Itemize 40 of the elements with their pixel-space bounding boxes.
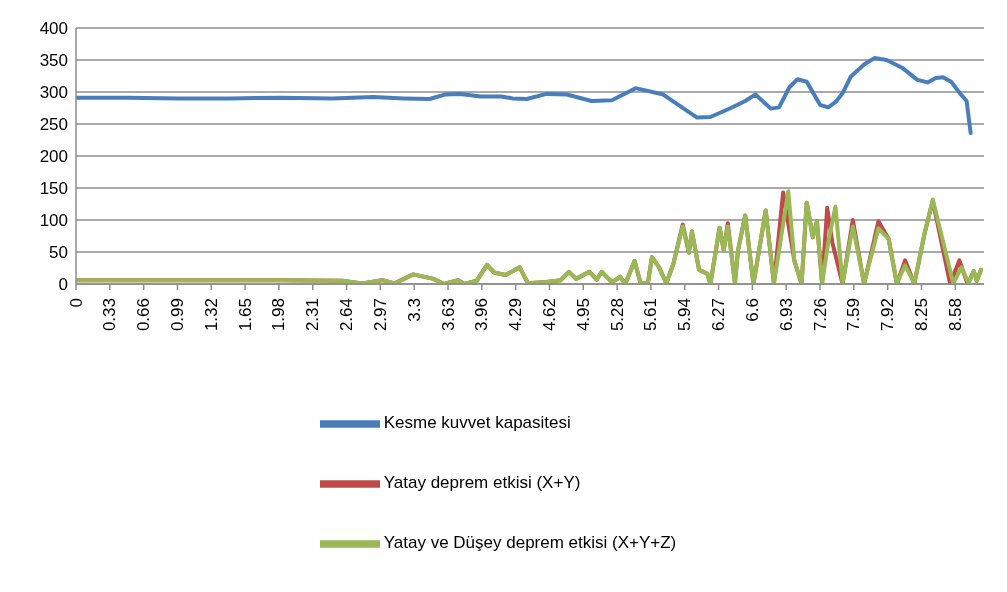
- line-series: [76, 56, 973, 135]
- x-tick-label: 2.31: [303, 298, 323, 332]
- x-tick-label: 7.92: [878, 298, 898, 332]
- y-tick-label: 300: [39, 83, 68, 103]
- legend-label: Yatay ve Düşey deprem etkisi (X+Y+Z): [383, 533, 677, 553]
- x-tick-label: 7.59: [844, 298, 864, 332]
- y-tick-label: 250: [39, 115, 68, 135]
- x-tick-label: 0.33: [100, 298, 120, 332]
- x-tick-label: 0.66: [134, 298, 154, 332]
- x-tick-label: 3.63: [438, 298, 458, 332]
- x-tick-label: 3.3: [404, 298, 424, 322]
- x-tick-label: 8.58: [945, 298, 965, 332]
- x-tick-label: 2.97: [370, 298, 390, 332]
- y-tick-label: 200: [39, 147, 68, 167]
- x-tick-label: 0.99: [167, 298, 187, 332]
- x-tick-label: 8.25: [911, 298, 931, 332]
- y-tick-label: 400: [39, 19, 68, 39]
- x-tick-label: 1.65: [235, 298, 255, 332]
- x-tick-label: 5.28: [607, 298, 627, 332]
- legend-label: Kesme kuvvet kapasitesi: [383, 413, 571, 433]
- x-tick-label: 5.61: [641, 298, 661, 332]
- x-tick-label: 4.29: [506, 298, 526, 332]
- x-tick-label: 6.27: [709, 298, 729, 332]
- x-tick-label: 6.6: [742, 298, 762, 322]
- y-tick-label: 100: [39, 211, 68, 231]
- y-tick-label: 150: [39, 179, 68, 199]
- x-tick-label: 3.96: [472, 298, 492, 332]
- legend-label: Yatay deprem etkisi (X+Y): [383, 473, 581, 493]
- y-tick-label: 0: [58, 275, 68, 295]
- y-tick-label: 350: [39, 51, 68, 71]
- y-tick-label: 50: [49, 243, 68, 263]
- x-tick-label: 0: [66, 298, 86, 308]
- x-tick-label: 6.93: [776, 298, 796, 332]
- x-tick-label: 1.98: [269, 298, 289, 332]
- x-tick-label: 2.64: [337, 298, 357, 332]
- x-tick-label: 4.62: [539, 298, 559, 332]
- x-tick-label: 5.94: [675, 298, 695, 332]
- x-tick-label: 7.26: [810, 298, 830, 332]
- x-tick-label: 1.32: [201, 298, 221, 332]
- x-tick-label: 4.95: [573, 298, 593, 332]
